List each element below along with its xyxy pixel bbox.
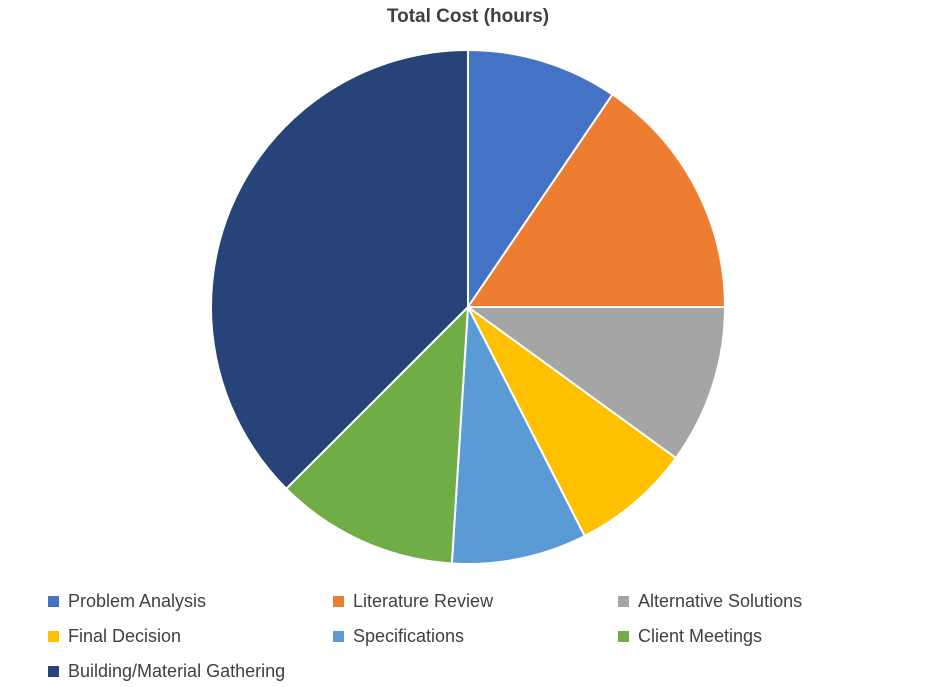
pie-slice-client-meetings — [285, 306, 469, 565]
legend-label-specifications: Specifications — [353, 625, 465, 646]
pie-slice-building-material-gathering — [210, 49, 469, 490]
legend-label-alternative-solutions: Alternative Solutions — [638, 590, 803, 611]
legend-item-alternative-solutions: Alternative Solutions — [618, 589, 802, 613]
pie-slice-specifications — [450, 306, 586, 565]
pie-slice-final-decision — [467, 306, 677, 537]
legend-item-client-meetings: Client Meetings — [618, 624, 762, 648]
chart-title: Total Cost (hours) — [386, 6, 550, 27]
legend-swatch-literature-review — [333, 595, 344, 607]
legend-label-client-meetings: Client Meetings — [638, 625, 763, 646]
legend-item-literature-review: Literature Review — [333, 589, 493, 613]
legend-swatch-final-decision — [48, 630, 59, 642]
pie-slice-literature-review — [467, 93, 726, 308]
pie-slice-problem-analysis — [467, 49, 614, 308]
legend-item-problem-analysis: Problem Analysis — [48, 589, 206, 613]
pie-slices — [210, 49, 726, 565]
legend-item-final-decision: Final Decision — [48, 624, 181, 648]
legend-label-final-decision: Final Decision — [68, 625, 182, 646]
legend-label-problem-analysis: Problem Analysis — [68, 590, 207, 611]
pie-slice-alternative-solutions — [467, 306, 726, 460]
legend-swatch-client-meetings — [618, 630, 629, 642]
legend-swatch-building-material-gathering — [48, 665, 59, 677]
legend-label-literature-review: Literature Review — [353, 590, 494, 611]
legend-item-specifications: Specifications — [333, 624, 464, 648]
legend-swatch-alternative-solutions — [618, 595, 629, 607]
legend-swatch-specifications — [333, 630, 344, 642]
legend-item-building-material-gathering: Building/Material Gathering — [48, 659, 285, 683]
legend-swatch-problem-analysis — [48, 595, 59, 607]
legend-label-building-material-gathering: Building/Material Gathering — [68, 660, 286, 681]
